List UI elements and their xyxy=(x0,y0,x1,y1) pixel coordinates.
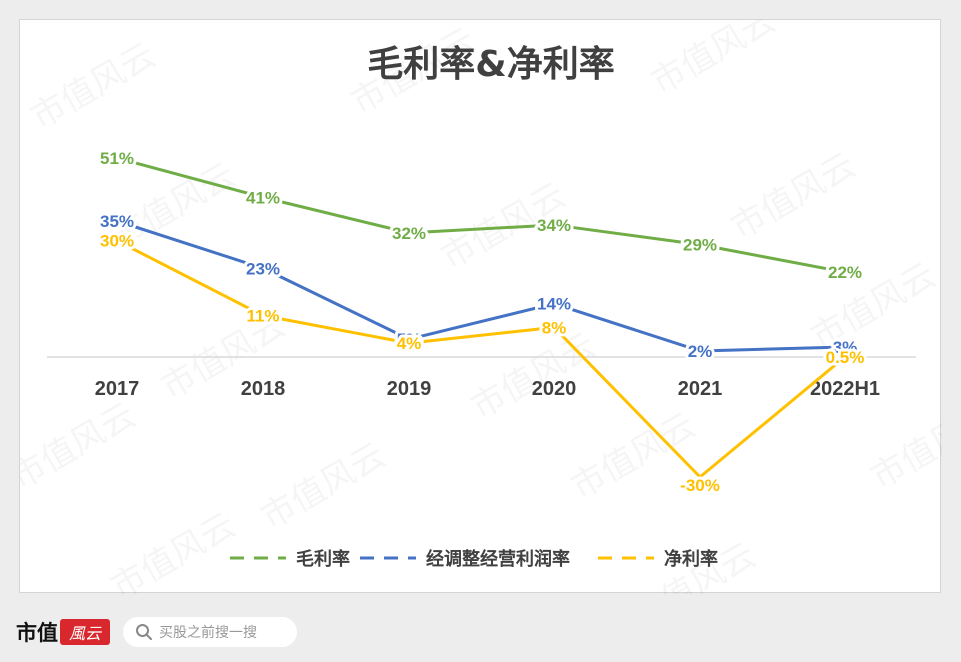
data-label: 14% xyxy=(537,295,571,314)
data-label: 0.5% xyxy=(826,348,865,367)
search-placeholder: 买股之前搜一搜 xyxy=(159,625,257,641)
legend-label-0: 毛利率 xyxy=(296,548,350,570)
brand-name: 市值 xyxy=(16,620,58,645)
data-label: 23% xyxy=(246,259,280,278)
data-label-halo: 51% xyxy=(100,149,134,168)
data-label-halo: 35% xyxy=(100,212,134,231)
data-label-halo: 11% xyxy=(246,307,279,326)
data-label-halo: 3% xyxy=(833,338,858,357)
data-label-halo: 23% xyxy=(246,259,280,278)
chart-title: 毛利率&净利率 xyxy=(367,44,614,85)
data-label: 41% xyxy=(246,188,280,207)
watermark-text: 市值风云 xyxy=(465,325,603,428)
data-label: 32% xyxy=(392,224,426,243)
series-line-2 xyxy=(116,239,846,479)
x-tick-label: 2018 xyxy=(241,378,286,400)
watermark-text: 市值风云 xyxy=(725,145,863,248)
data-label-halo: 22% xyxy=(828,263,862,282)
data-label-halo: 30% xyxy=(100,232,134,251)
watermark-text: 市值风云 xyxy=(805,255,943,358)
legend-label-2: 净利率 xyxy=(664,548,718,570)
x-axis-ticks: 2017 2018 2019 2020 2021 2022H1 xyxy=(95,378,880,400)
data-label: 3% xyxy=(833,338,858,357)
watermark-text: 市值风云 xyxy=(865,395,943,498)
x-tick-label: 2022H1 xyxy=(810,378,880,400)
brand-logo[interactable]: 市值 風云 xyxy=(16,617,110,647)
data-label-halo: 32% xyxy=(392,224,426,243)
search-icon xyxy=(136,624,152,640)
data-label: 11% xyxy=(246,307,279,326)
watermark-text: 市值风云 xyxy=(25,35,163,138)
data-label: 35% xyxy=(100,212,134,231)
watermark-text: 市值风云 xyxy=(645,20,783,103)
watermark-text: 市值风云 xyxy=(20,395,142,498)
data-label: 2% xyxy=(688,342,713,361)
chart-frame: 市值风云市值风云市值风云市值风云市值风云市值风云市值风云市值风云市值风云市值风云… xyxy=(19,19,941,593)
data-label-halo: -30% xyxy=(680,476,720,495)
data-label: 29% xyxy=(683,236,717,255)
chart-legend: 毛利率 经调整经营利润率 净利率 xyxy=(230,548,718,570)
data-labels-layer: 51%51%41%41%32%32% 34%34%29%29%22%22%35%3… xyxy=(97,146,867,498)
data-label: 4% xyxy=(397,334,422,353)
x-tick-label: 2017 xyxy=(95,378,140,400)
data-label-halo: 14% xyxy=(537,295,571,314)
x-tick-label: 2019 xyxy=(387,378,432,400)
watermark-layer: 市值风云市值风云市值风云市值风云市值风云市值风云市值风云市值风云市值风云市值风云… xyxy=(20,20,942,594)
watermark-text: 市值风云 xyxy=(255,435,393,538)
x-tick-label: 2021 xyxy=(678,378,723,400)
data-label: -30% xyxy=(680,476,720,495)
legend-label-1: 经调整经营利润率 xyxy=(426,548,570,570)
watermark-text: 市值风云 xyxy=(105,505,243,594)
data-label: 22% xyxy=(828,263,862,282)
search-input[interactable]: 买股之前搜一搜 xyxy=(123,617,297,647)
data-label: 30% xyxy=(100,232,134,251)
data-label-halo: 2% xyxy=(688,342,713,361)
data-label-halo: 4% xyxy=(397,334,422,353)
data-label-halo: 0.5% xyxy=(826,348,865,367)
series-line-0 xyxy=(116,156,846,274)
data-label: 5% xyxy=(397,330,422,349)
series-line-1 xyxy=(116,219,846,353)
data-label-halo: 34% xyxy=(537,216,571,235)
series-layer xyxy=(116,156,846,479)
brand-badge: 風云 xyxy=(60,619,110,645)
data-label: 34% xyxy=(537,216,571,235)
footer-bar: 市值 風云 买股之前搜一搜 xyxy=(0,605,961,662)
data-label-halo: 41% xyxy=(246,188,280,207)
data-label: 8% xyxy=(542,318,567,337)
data-label-halo: 8% xyxy=(542,318,567,337)
data-label-halo: 29% xyxy=(683,236,717,255)
data-label: 51% xyxy=(100,149,134,168)
chart-svg: 市值风云市值风云市值风云市值风云市值风云市值风云市值风云市值风云市值风云市值风云… xyxy=(20,20,942,594)
x-tick-label: 2020 xyxy=(532,378,577,400)
data-label-halo: 5% xyxy=(397,330,422,349)
